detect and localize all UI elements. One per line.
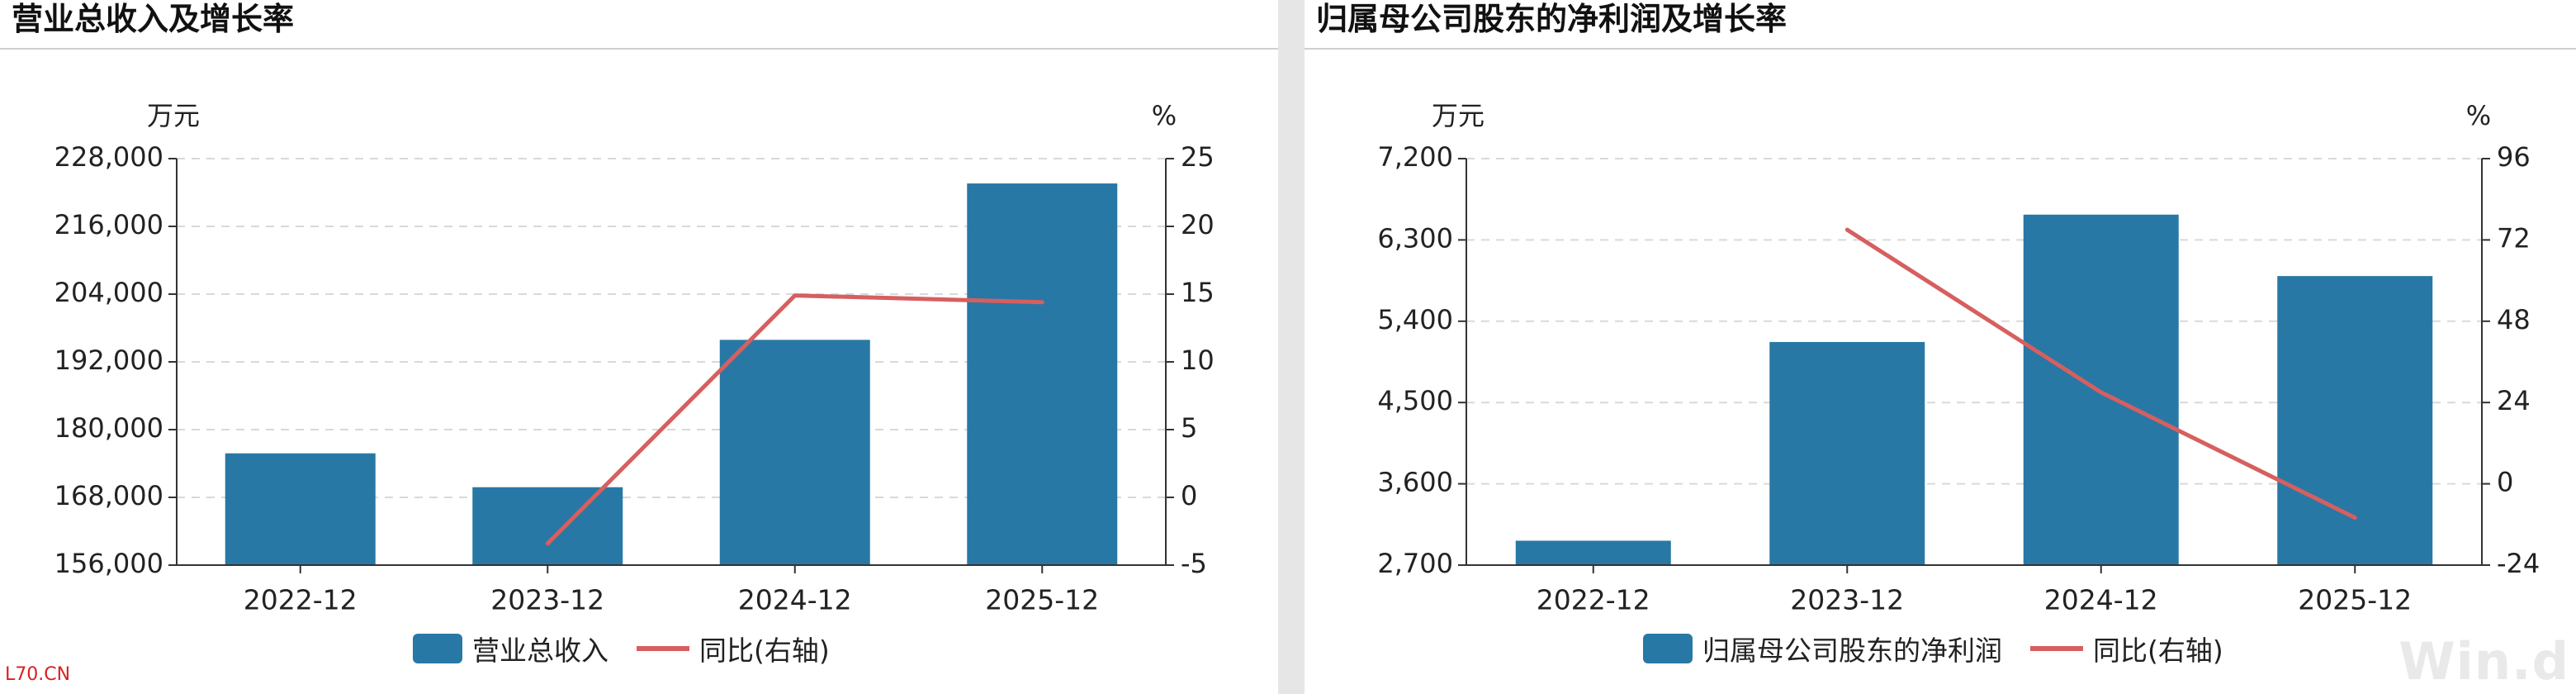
y2-tick-label: 10 xyxy=(1181,345,1215,376)
revenue-chart-panel: 营业总收入及增长率 228,000 216,000 204,000 192,000 18… xyxy=(0,0,1278,694)
y2-axis-unit: % xyxy=(2466,100,2491,131)
panel-divider xyxy=(1278,0,1305,694)
bar xyxy=(225,453,376,565)
bar xyxy=(1515,540,1671,565)
x-tick-label: 2024-12 xyxy=(2044,584,2158,616)
y2-tick-label: -24 xyxy=(2497,548,2540,579)
bar xyxy=(1769,341,1925,565)
y2-tick-label: -5 xyxy=(1181,548,1207,579)
y-tick-label: 4,500 xyxy=(1377,385,1453,416)
x-tick-label: 2023-12 xyxy=(490,584,604,616)
y-tick-label: 204,000 xyxy=(54,277,163,308)
y2-tick-label: 24 xyxy=(2497,385,2531,416)
legend-item-line: 同比(右轴) xyxy=(2030,629,2223,668)
chart-legend: 归属母公司股东的净利润 同比(右轴) xyxy=(1643,630,2223,668)
bar xyxy=(967,183,1118,566)
y-tick-label: 180,000 xyxy=(54,412,163,444)
y2-tick-label: 20 xyxy=(1181,209,1215,240)
legend-bar-swatch xyxy=(1643,634,1693,663)
watermark-logo: Win.d xyxy=(2398,631,2569,692)
legend-label-bar: 归属母公司股东的净利润 xyxy=(1702,635,2002,667)
bar xyxy=(719,340,870,565)
y2-axis-unit: % xyxy=(1152,100,1177,131)
y2-tick-label: 0 xyxy=(2497,467,2513,498)
net-profit-chart: 7,200 6,300 5,400 4,500 3,600 2,700 96 72 48 24 0 -… xyxy=(1377,100,2540,616)
legend-item-bar: 归属母公司股东的净利润 xyxy=(1643,629,2002,668)
y-axis-unit: 万元 xyxy=(1432,100,1485,131)
y-tick-label: 216,000 xyxy=(54,209,163,240)
bar xyxy=(2023,214,2179,565)
yoy-line xyxy=(545,293,1044,546)
y2-tick-label: 15 xyxy=(1181,277,1215,308)
x-tick-label: 2025-12 xyxy=(2298,584,2412,616)
y-tick-label: 228,000 xyxy=(54,141,163,173)
x-tick-label: 2022-12 xyxy=(1537,584,1650,616)
y2-tick-label: 25 xyxy=(1181,141,1215,173)
yoy-line xyxy=(1844,227,2357,520)
y-tick-label: 6,300 xyxy=(1377,222,1453,254)
y2-tick-label: 72 xyxy=(2497,222,2531,254)
y2-tick-label: 0 xyxy=(1181,480,1197,511)
legend-line-swatch xyxy=(637,646,689,651)
chart-title: 营业总收入及增长率 xyxy=(12,1,295,37)
y-axis-unit: 万元 xyxy=(147,100,200,131)
legend-label-line: 同比(右轴) xyxy=(699,635,830,667)
y2-tick-label: 48 xyxy=(2497,304,2531,335)
title-divider xyxy=(1305,48,2576,50)
y-tick-label: 192,000 xyxy=(54,345,163,376)
legend-bar-swatch xyxy=(413,634,462,663)
revenue-chart: 228,000 216,000 204,000 192,000 180,000 168,0… xyxy=(54,100,1215,616)
x-tick-label: 2025-12 xyxy=(985,584,1099,616)
x-tick-label: 2023-12 xyxy=(1790,584,1904,616)
y-tick-label: 156,000 xyxy=(54,548,163,579)
y-tick-label: 3,600 xyxy=(1377,467,1453,498)
y2-tick-label: 96 xyxy=(2497,141,2531,173)
y-tick-label: 2,700 xyxy=(1377,548,1453,579)
chart-legend: 营业总收入 同比(右轴) xyxy=(413,630,830,668)
y-tick-label: 7,200 xyxy=(1377,141,1453,173)
y2-tick-label: 5 xyxy=(1181,412,1197,444)
x-tick-label: 2022-12 xyxy=(244,584,358,616)
chart-title: 归属母公司股东的净利润及增长率 xyxy=(1316,1,1788,37)
footer-code: L70.CN xyxy=(5,664,71,685)
title-divider xyxy=(0,48,1278,50)
legend-item-bar: 营业总收入 xyxy=(413,629,608,668)
x-tick-label: 2024-12 xyxy=(738,584,852,616)
legend-label-line: 同比(右轴) xyxy=(2093,635,2223,667)
bar xyxy=(472,487,623,565)
legend-line-swatch xyxy=(2030,646,2083,651)
y-tick-label: 168,000 xyxy=(54,480,163,511)
net-profit-chart-panel: 归属母公司股东的净利润及增长率 7,200 6,300 5,400 4,500 3,60… xyxy=(1305,0,2576,694)
bar xyxy=(2277,276,2433,565)
legend-label-bar: 营业总收入 xyxy=(472,635,608,667)
legend-item-line: 同比(右轴) xyxy=(637,629,830,668)
y-tick-label: 5,400 xyxy=(1377,304,1453,335)
